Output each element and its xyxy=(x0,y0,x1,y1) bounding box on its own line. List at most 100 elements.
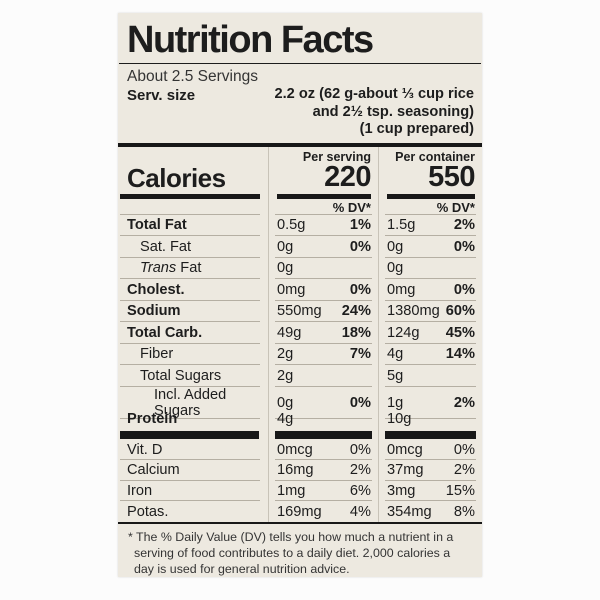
nutrient-name: Protein xyxy=(127,410,178,427)
nutrient-name: Incl. Added Sugars xyxy=(154,386,227,419)
title-rule xyxy=(119,63,481,64)
dv-per-serving: 0% xyxy=(349,281,371,298)
nutrient-row: Fiber 2g 7% 4g 14% xyxy=(118,343,482,366)
amount-per-container: 1g xyxy=(387,394,404,411)
amount-per-serving: 16mg xyxy=(277,462,314,479)
dv-per-serving: 1% xyxy=(349,217,371,234)
amount-per-container: 1.5g xyxy=(387,217,416,234)
nutrient-name: Calcium xyxy=(127,462,180,479)
nutrient-name: Sodium xyxy=(127,303,181,320)
amount-per-serving: 550mg xyxy=(277,303,322,320)
serving-size-row: Serv. size 2.2 oz (62 g-about ⅓ cup rice… xyxy=(118,86,482,143)
nutrient-row: Sodium 550mg 24% 1380mg 60% xyxy=(118,300,482,323)
amount-per-container: 10g xyxy=(387,410,412,427)
segmented-divider-bar xyxy=(118,429,482,440)
nutrient-name: Total Fat xyxy=(127,217,187,234)
vitamin-row: Iron 1mg 6% 3mg 15% xyxy=(118,480,482,502)
dv-per-container: 2% xyxy=(453,394,475,411)
nutrient-name: Sat. Fat xyxy=(140,238,192,255)
nutrient-name: Total Carb. xyxy=(127,324,203,341)
nutrients-section: Total Fat 0.5g 1% 1.5g 2% Sat. Fat 0g 0% 0g 0% Tra… xyxy=(118,214,482,430)
dv-per-container: 0% xyxy=(453,281,475,298)
serving-size-value: 2.2 oz (62 g-about ⅓ cup rice and 2½ tsp… xyxy=(275,86,475,139)
section-divider-bar xyxy=(118,143,482,148)
per-serving-header: Per serving xyxy=(302,150,371,165)
dv-per-container: 2% xyxy=(453,462,475,479)
dv-per-container: 0% xyxy=(453,441,475,458)
dv-per-container: 8% xyxy=(453,503,475,520)
amount-per-serving: 2g xyxy=(277,346,294,363)
amount-per-container: 0mg xyxy=(387,281,416,298)
amount-per-container: 37mg xyxy=(387,462,424,479)
footnote: * The % Daily Value (DV) tells you how m… xyxy=(128,530,454,576)
per-container-header: Per container xyxy=(395,150,475,165)
nutrient-row: Sat. Fat 0g 0% 0g 0% xyxy=(118,236,482,258)
nutrient-name: Cholest. xyxy=(127,281,185,298)
dv-header-per-serving: % DV* xyxy=(268,198,378,215)
amount-per-serving: 0g xyxy=(277,394,294,411)
dv-header-row: % DV* % DV* xyxy=(118,198,482,215)
label-title: Nutrition Facts xyxy=(127,19,374,61)
servings-count: About 2.5 Servings xyxy=(127,67,258,85)
nutrition-facts-label: Nutrition Facts About 2.5 Servings Serv.… xyxy=(118,13,482,577)
section-divider-bar xyxy=(118,521,482,524)
nutrient-name: Trans Fat xyxy=(140,260,202,277)
dv-per-serving: 24% xyxy=(341,303,371,320)
amount-per-container: 3mg xyxy=(387,483,416,500)
amount-per-serving: 4g xyxy=(277,410,294,427)
amount-per-container: 5g xyxy=(387,367,404,384)
dv-header-per-container: % DV* xyxy=(378,198,482,215)
amount-per-serving: 2g xyxy=(277,367,294,384)
amount-per-serving: 49g xyxy=(277,324,302,341)
dv-per-serving: 0% xyxy=(349,441,371,458)
calories-underline-row xyxy=(118,191,482,199)
amount-per-container: 4g xyxy=(387,346,404,363)
dv-per-container: 60% xyxy=(445,303,475,320)
dv-per-container: 15% xyxy=(445,483,475,500)
per-serving-calories-cell: Per serving 220 xyxy=(268,147,378,192)
nutrient-name: Vit. D xyxy=(127,441,163,458)
dv-per-serving: 7% xyxy=(349,346,371,363)
nutrient-row: Protein 4g 10g xyxy=(118,408,482,430)
dv-per-container: 2% xyxy=(453,217,475,234)
amount-per-serving: 0mg xyxy=(277,281,306,298)
nutrient-row: Incl. Added Sugars 0g 0% 1g 2% xyxy=(118,386,482,419)
amount-per-container: 0g xyxy=(387,260,404,277)
serving-size-label: Serv. size xyxy=(127,86,196,104)
vitamin-row: Potas. 169mg 4% 354mg 8% xyxy=(118,501,482,522)
dv-per-container: 45% xyxy=(445,324,475,341)
thick-rule xyxy=(277,193,371,199)
amount-per-serving: 1mg xyxy=(277,483,306,500)
amount-per-container: 0mcg xyxy=(387,441,423,458)
per-serving-calories: 220 xyxy=(324,161,371,194)
nutrient-row: Total Sugars 2g 5g xyxy=(118,365,482,387)
amount-per-container: 1380mg xyxy=(387,303,440,320)
nutrient-row: Cholest. 0mg 0% 0mg 0% xyxy=(118,279,482,301)
dv-per-serving: 2% xyxy=(349,462,371,479)
amount-per-container: 0g xyxy=(387,238,404,255)
vitamins-section: Vit. D 0mcg 0% 0mcg 0% Calcium 16mg 2% 37mg 2% Iro… xyxy=(118,439,482,522)
vitamin-row: Vit. D 0mcg 0% 0mcg 0% xyxy=(118,439,482,461)
vitamin-row: Calcium 16mg 2% 37mg 2% xyxy=(118,460,482,481)
amount-per-container: 354mg xyxy=(387,503,432,520)
serving-size-line: (1 cup prepared) xyxy=(359,121,474,138)
nutrient-row: Trans Fat 0g 0g xyxy=(118,257,482,280)
dv-per-serving: 18% xyxy=(341,324,371,341)
dv-per-serving: 0% xyxy=(349,394,371,411)
serving-size-line: 2.2 oz (62 g-about ⅓ cup rice xyxy=(274,85,475,102)
amount-per-serving: 0g xyxy=(277,260,294,277)
nutrient-name: Fiber xyxy=(140,346,174,363)
dv-per-container: 0% xyxy=(453,238,475,255)
dv-per-serving: 6% xyxy=(349,483,371,500)
amount-per-serving: 169mg xyxy=(277,503,322,520)
thick-rule xyxy=(387,193,475,199)
per-container-calories-cell: Per container 550 xyxy=(378,147,482,192)
nutrient-row: Total Fat 0.5g 1% 1.5g 2% xyxy=(118,214,482,237)
amount-per-container: 124g xyxy=(387,324,420,341)
thick-rule xyxy=(120,193,260,199)
nutrient-row: Total Carb. 49g 18% 124g 45% xyxy=(118,322,482,344)
calories-row: Calories Per serving 220 Per container 5… xyxy=(118,147,482,192)
amount-per-serving: 0g xyxy=(277,238,294,255)
per-container-calories: 550 xyxy=(428,161,475,194)
nutrient-name: Total Sugars xyxy=(140,367,222,384)
